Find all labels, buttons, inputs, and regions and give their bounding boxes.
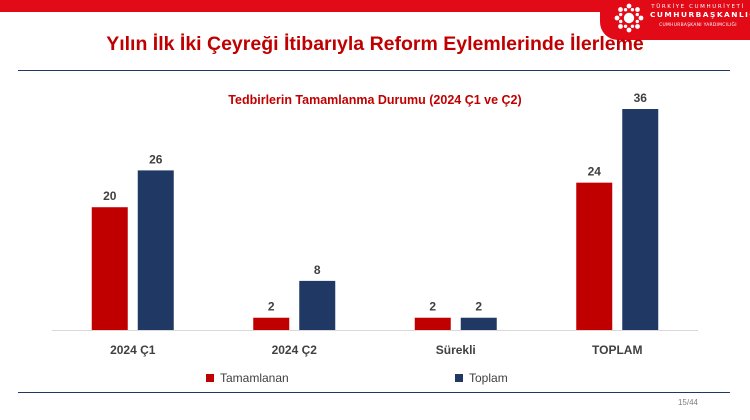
data-label-sürekli-series-0: 2 — [429, 300, 436, 314]
bar-toplam-series-1 — [622, 109, 659, 330]
sun-star-emblem-icon — [614, 3, 644, 33]
data-label-2024-ç2-series-1: 8 — [314, 263, 321, 277]
footer-divider — [18, 392, 730, 393]
legend-swatch-toplam — [455, 374, 463, 382]
legend-swatch-tamamlanan — [206, 374, 214, 382]
x-tick-label: TOPLAM — [592, 343, 642, 357]
bar-sürekli-series-0 — [414, 317, 451, 330]
page-number: 15/44 — [677, 398, 698, 407]
data-label-toplam-series-0: 24 — [588, 165, 602, 179]
data-label-2024-ç1-series-1: 26 — [149, 152, 163, 166]
x-tick-label: Sürekli — [436, 343, 476, 357]
bar-2024-ç2-series-0 — [253, 317, 290, 330]
org-line-2: CUMHURBAŞKANLIĞI — [650, 10, 750, 20]
bar-2024-ç1-series-1 — [137, 170, 174, 330]
data-label-sürekli-series-1: 2 — [475, 300, 482, 314]
header-band — [0, 0, 750, 12]
bar-toplam-series-0 — [576, 182, 613, 330]
data-label-2024-ç1-series-0: 20 — [103, 189, 117, 203]
org-line-3: CUMHURBAŞKANI YARDIMCILIĞI — [659, 22, 737, 28]
legend-label-tamamlanan: Tamamlanan — [220, 371, 289, 385]
chart-title: Tedbirlerin Tamamlanma Durumu (2024 Ç1 v… — [228, 93, 522, 107]
legend-label-toplam: Toplam — [469, 371, 508, 385]
org-line-1: TÜRKİYE CUMHURİYETİ — [651, 4, 745, 10]
data-label-2024-ç2-series-0: 2 — [268, 300, 275, 314]
x-tick-label: 2024 Ç2 — [272, 343, 318, 357]
bar-2024-ç1-series-0 — [91, 207, 128, 330]
slide-title: Yılın İlk İki Çeyreği İtibarıyla Reform … — [106, 33, 644, 55]
x-tick-label: 2024 Ç1 — [110, 343, 156, 357]
title-divider — [18, 70, 730, 71]
data-label-toplam-series-1: 36 — [634, 91, 648, 105]
legend-item-tamamlanan: Tamamlanan — [206, 371, 289, 385]
bar-2024-ç2-series-1 — [299, 280, 336, 330]
legend-item-toplam: Toplam — [455, 371, 508, 385]
bar-sürekli-series-1 — [460, 317, 497, 330]
organization-name: TÜRKİYE CUMHURİYETİ CUMHURBAŞKANLIĞI CUM… — [650, 4, 750, 28]
